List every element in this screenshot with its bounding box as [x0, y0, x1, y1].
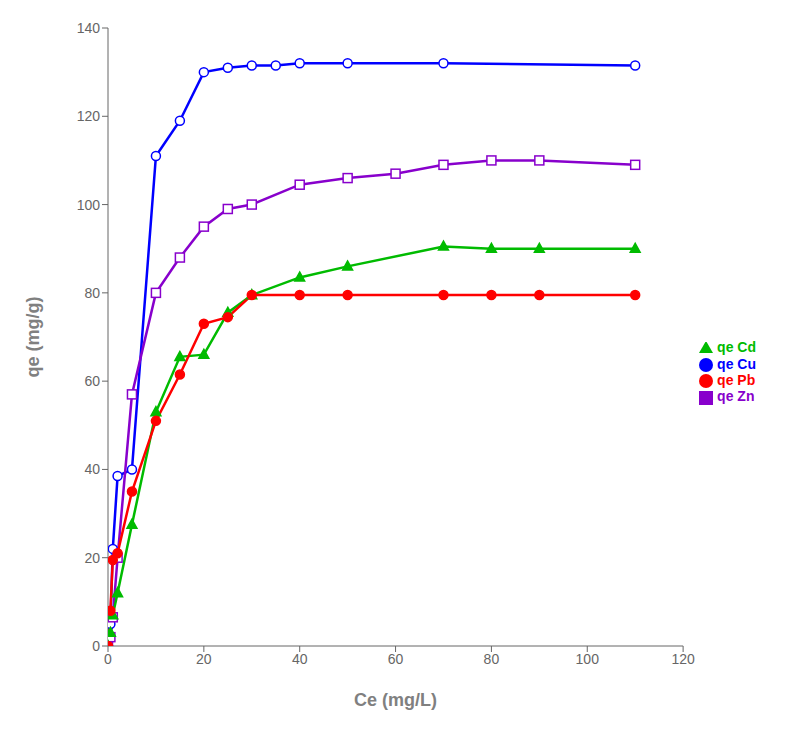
- svg-text:60: 60: [84, 373, 100, 389]
- svg-text:0: 0: [104, 651, 112, 667]
- svg-text:Ce (mg/L): Ce (mg/L): [354, 690, 437, 710]
- svg-text:100: 100: [77, 197, 101, 213]
- html-text:qe Cu: qe Cu: [717, 355, 756, 372]
- svg-text:100: 100: [576, 651, 600, 667]
- svg-text:40: 40: [292, 651, 308, 667]
- svg-text:20: 20: [196, 651, 212, 667]
- svg-text:0: 0: [92, 638, 100, 654]
- svg-text:140: 140: [77, 20, 101, 36]
- svg-text:120: 120: [77, 108, 101, 124]
- svg-text:120: 120: [671, 651, 695, 667]
- svg-text:20: 20: [84, 550, 100, 566]
- svg-text:qe (mg/g): qe (mg/g): [23, 297, 43, 378]
- html-text:qe Cd: qe Cd: [717, 339, 756, 356]
- svg-text:80: 80: [84, 285, 100, 301]
- svg-text:60: 60: [388, 651, 404, 667]
- html-text:qe Pb: qe Pb: [717, 372, 756, 388]
- html-text:qe Zn: qe Zn: [717, 388, 755, 405]
- svg-text:40: 40: [84, 461, 100, 477]
- svg-text:80: 80: [484, 651, 500, 667]
